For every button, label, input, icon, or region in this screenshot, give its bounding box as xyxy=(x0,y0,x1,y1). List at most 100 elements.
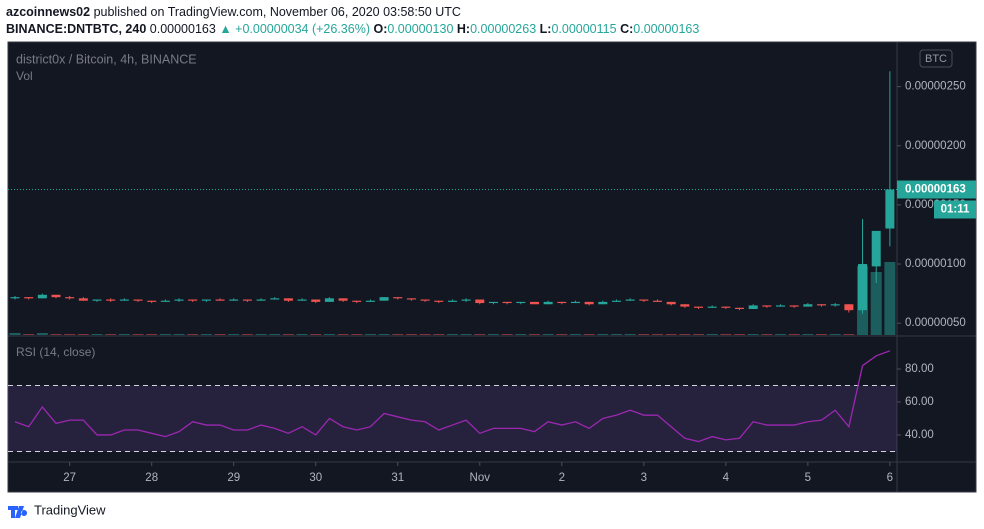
publish-line: azcoinnews02 published on TradingView.co… xyxy=(6,5,461,19)
volume-bar xyxy=(173,334,185,335)
candle-body xyxy=(652,300,662,302)
volume-bar xyxy=(884,262,896,335)
candle-body xyxy=(748,305,758,309)
y-tick-label: 0.00000200 xyxy=(905,140,966,152)
candle-body xyxy=(420,299,430,301)
candle-body xyxy=(324,298,334,302)
volume-bar xyxy=(487,334,499,335)
candle-body xyxy=(721,306,731,308)
candle-body xyxy=(51,294,61,298)
candle-body xyxy=(133,299,143,301)
volume-bar xyxy=(446,334,458,335)
y-tick-label: 0.00000050 xyxy=(905,317,966,329)
x-tick-label: 5 xyxy=(805,472,811,484)
rsi-band xyxy=(8,385,897,452)
last-price-label: 0.00000163 xyxy=(905,184,966,196)
volume-bar xyxy=(569,334,581,335)
volume-bar xyxy=(351,334,363,335)
x-tick-label: 29 xyxy=(227,472,240,484)
volume-bar xyxy=(816,334,828,335)
candle-body xyxy=(830,304,840,306)
x-tick-label: 3 xyxy=(641,472,647,484)
volume-bar xyxy=(392,334,404,335)
volume-bar xyxy=(747,334,759,335)
candle-body xyxy=(119,299,129,301)
y-tick-label: 80.00 xyxy=(905,363,934,375)
candle-body xyxy=(229,299,239,301)
candle-body xyxy=(147,300,157,302)
volume-bar xyxy=(542,334,554,335)
rsi-line xyxy=(14,350,891,443)
volume-label: Vol xyxy=(16,69,33,83)
volume-bar xyxy=(775,334,787,335)
candle-body xyxy=(858,264,868,311)
chart-frame xyxy=(7,41,977,493)
ohlc-value: 0.00000130 xyxy=(387,22,454,36)
volume-bar xyxy=(610,334,622,335)
ohlc-value: 0.00000163 xyxy=(633,22,700,36)
candle-body xyxy=(393,297,403,299)
volume-bar xyxy=(50,334,62,335)
author: azcoinnews02 xyxy=(6,5,91,19)
candle-body xyxy=(557,301,567,304)
candle-body xyxy=(625,299,635,301)
volume-bar xyxy=(323,334,335,335)
candle-body xyxy=(735,307,745,309)
countdown: 01:11 xyxy=(941,204,970,216)
symbol: BINANCE:DNTBTC, 240 xyxy=(6,22,147,36)
volume-bar xyxy=(214,334,226,335)
volume-bar xyxy=(337,334,349,335)
candle-body xyxy=(297,299,307,301)
x-tick-label: 27 xyxy=(63,472,76,484)
symbol-line: BINANCE:DNTBTC, 240 0.00000163 ▲ +0.0000… xyxy=(6,22,699,36)
volume-bar xyxy=(638,334,650,335)
volume-bar xyxy=(583,334,595,335)
candle-body xyxy=(680,304,690,307)
volume-bar xyxy=(105,334,117,335)
volume-bar xyxy=(761,334,773,335)
candle-body xyxy=(270,298,280,300)
volume-bar xyxy=(597,334,609,335)
volume-bar xyxy=(870,272,882,335)
ohlc-value: 0.00000115 xyxy=(551,22,617,36)
ohlc-value: 0.00000263 xyxy=(470,22,537,36)
volume-bar xyxy=(77,334,89,335)
candle-body xyxy=(666,301,676,305)
candle-body xyxy=(475,299,485,304)
volume-bar xyxy=(802,334,814,335)
x-tick-label: 30 xyxy=(309,472,322,484)
candle-body xyxy=(174,299,184,301)
candle-body xyxy=(92,299,102,301)
volume-bar xyxy=(36,333,48,335)
ohlc-key: L: xyxy=(539,22,552,36)
volume-bar xyxy=(693,334,704,335)
volume-bar xyxy=(91,334,103,335)
candle-body xyxy=(516,301,526,304)
volume-bar xyxy=(132,334,144,335)
ohlc-key: H: xyxy=(456,22,471,36)
volume-bar xyxy=(665,334,677,335)
candle-body xyxy=(379,297,389,301)
candle-body xyxy=(584,301,594,305)
rsi-title: RSI (14, close) xyxy=(16,345,95,359)
candle-body xyxy=(311,299,321,302)
volume-bar xyxy=(419,334,431,335)
volume-bar xyxy=(269,334,281,335)
ohlc: O:0.00000130 H:0.00000263 L:0.00000115 C… xyxy=(373,22,699,36)
volume-bar xyxy=(843,334,855,335)
x-tick-label: 2 xyxy=(559,472,565,484)
brand: TradingView xyxy=(34,502,106,517)
x-tick-label: 31 xyxy=(391,472,404,484)
volume-bar xyxy=(241,334,253,335)
volume-bar xyxy=(159,334,171,335)
volume-bar xyxy=(515,334,527,335)
candle-body xyxy=(543,301,553,305)
volume-bar xyxy=(9,333,21,335)
logo xyxy=(8,506,28,518)
y-tick-label: 0.00000100 xyxy=(905,258,966,270)
volume-bar xyxy=(282,334,294,335)
candle-body xyxy=(817,304,827,306)
candle-body xyxy=(762,305,772,307)
candle-body xyxy=(871,230,881,267)
volume-bar xyxy=(556,334,568,335)
